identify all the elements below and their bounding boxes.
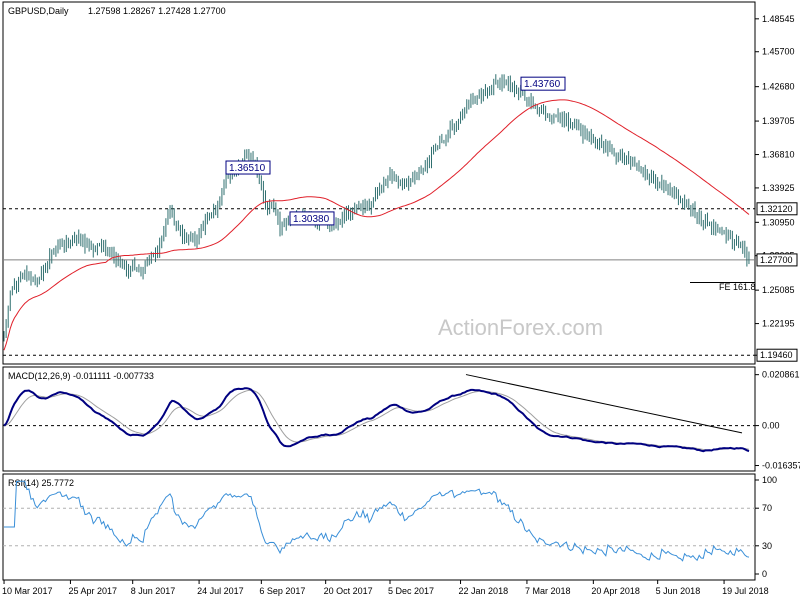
- level-label: 1.32120: [760, 204, 793, 214]
- x-tick-label: 25 Apr 2017: [68, 586, 117, 596]
- moving-average-line: [3, 99, 750, 351]
- macd-tick-label: 0.00: [762, 421, 780, 431]
- price-tick-label: 1.48545: [762, 14, 795, 24]
- current-price-label: 1.27700: [760, 255, 793, 265]
- macd-y-axis: 0.020861 0.00 -0.016357: [3, 370, 800, 471]
- rsi-panel: RSI(14) 25.7772 100 70 30 0: [2, 473, 777, 581]
- x-tick-label: 20 Apr 2018: [591, 586, 640, 596]
- level-tag: [756, 348, 798, 362]
- macd-tick-label: -0.016357: [762, 461, 800, 471]
- fe-label: FE 161.8: [719, 282, 756, 292]
- macd-tick-label: 0.020861: [762, 370, 800, 380]
- price-tick-label: 1.39705: [762, 116, 795, 126]
- high-annotation-2-label: 1.43760: [524, 79, 561, 90]
- x-tick-label: 20 Oct 2017: [324, 586, 373, 596]
- price-annotations: 1.36510 1.43760 1.30380: [225, 76, 566, 226]
- level-label: 1.19460: [760, 350, 793, 360]
- x-tick-label: 7 Mar 2018: [525, 586, 571, 596]
- high-annotation-1-label: 1.36510: [229, 163, 266, 174]
- x-tick-label: 24 Jul 2017: [197, 586, 244, 596]
- macd-label: MACD(12,26,9) -0.011111 -0.007733: [8, 371, 154, 381]
- price-tick-label: 1.36810: [762, 150, 795, 160]
- rsi-y-axis: 100 70 30 0: [3, 475, 777, 579]
- price-panel: ActionForex.com GBPUSD,Daily 1.27598 1.2…: [2, 1, 798, 365]
- watermark: ActionForex.com: [438, 315, 603, 340]
- x-tick-label: 5 Dec 2017: [388, 586, 434, 596]
- price-tick-label: 1.42680: [762, 82, 795, 92]
- x-tick-label: 10 Mar 2017: [2, 586, 53, 596]
- rsi-tick-label: 0: [762, 569, 767, 579]
- price-tick-label: 1.45700: [762, 47, 795, 57]
- rsi-line: [4, 480, 750, 562]
- x-tick-label: 8 Jun 2017: [131, 586, 176, 596]
- x-tick-label: 22 Jan 2018: [459, 586, 509, 596]
- macd-line: [3, 387, 750, 453]
- x-tick-label: 6 Sep 2017: [259, 586, 305, 596]
- rsi-tick-label: 30: [762, 541, 772, 551]
- x-axis: 10 Mar 2017 25 Apr 2017 8 Jun 2017 24 Jul 2…: [2, 580, 769, 596]
- level-tag: [756, 202, 798, 216]
- price-levels: 1.32120 1.19460 1.27700: [3, 202, 798, 362]
- low-annotation-label: 1.30380: [293, 214, 330, 225]
- price-tick-label: 1.22195: [762, 319, 795, 329]
- macd-panel: MACD(12,26,9) -0.011111 -0.007733 0.0208…: [2, 366, 800, 472]
- price-tick-label: 1.25085: [762, 285, 795, 295]
- rsi-label: RSI(14) 25.7772: [8, 478, 74, 488]
- x-tick-label: 5 Jun 2018: [656, 586, 701, 596]
- high-annotation-2-box: [520, 76, 566, 91]
- rsi-tick-label: 70: [762, 503, 772, 513]
- high-annotation-1-box: [225, 160, 271, 175]
- price-tick-label: 1.30950: [762, 217, 795, 227]
- ohlc-label: 1.27598 1.28267 1.27428 1.27700: [88, 6, 226, 16]
- rsi-tick-label: 100: [762, 475, 777, 485]
- x-tick-label: 19 Jul 2018: [722, 586, 769, 596]
- macd-trendline: [465, 374, 743, 434]
- symbol-label: GBPUSD,Daily: [8, 6, 69, 16]
- low-annotation-box: [289, 211, 335, 226]
- current-price-tag: [756, 253, 798, 267]
- price-tick-label: 1.33925: [762, 183, 795, 193]
